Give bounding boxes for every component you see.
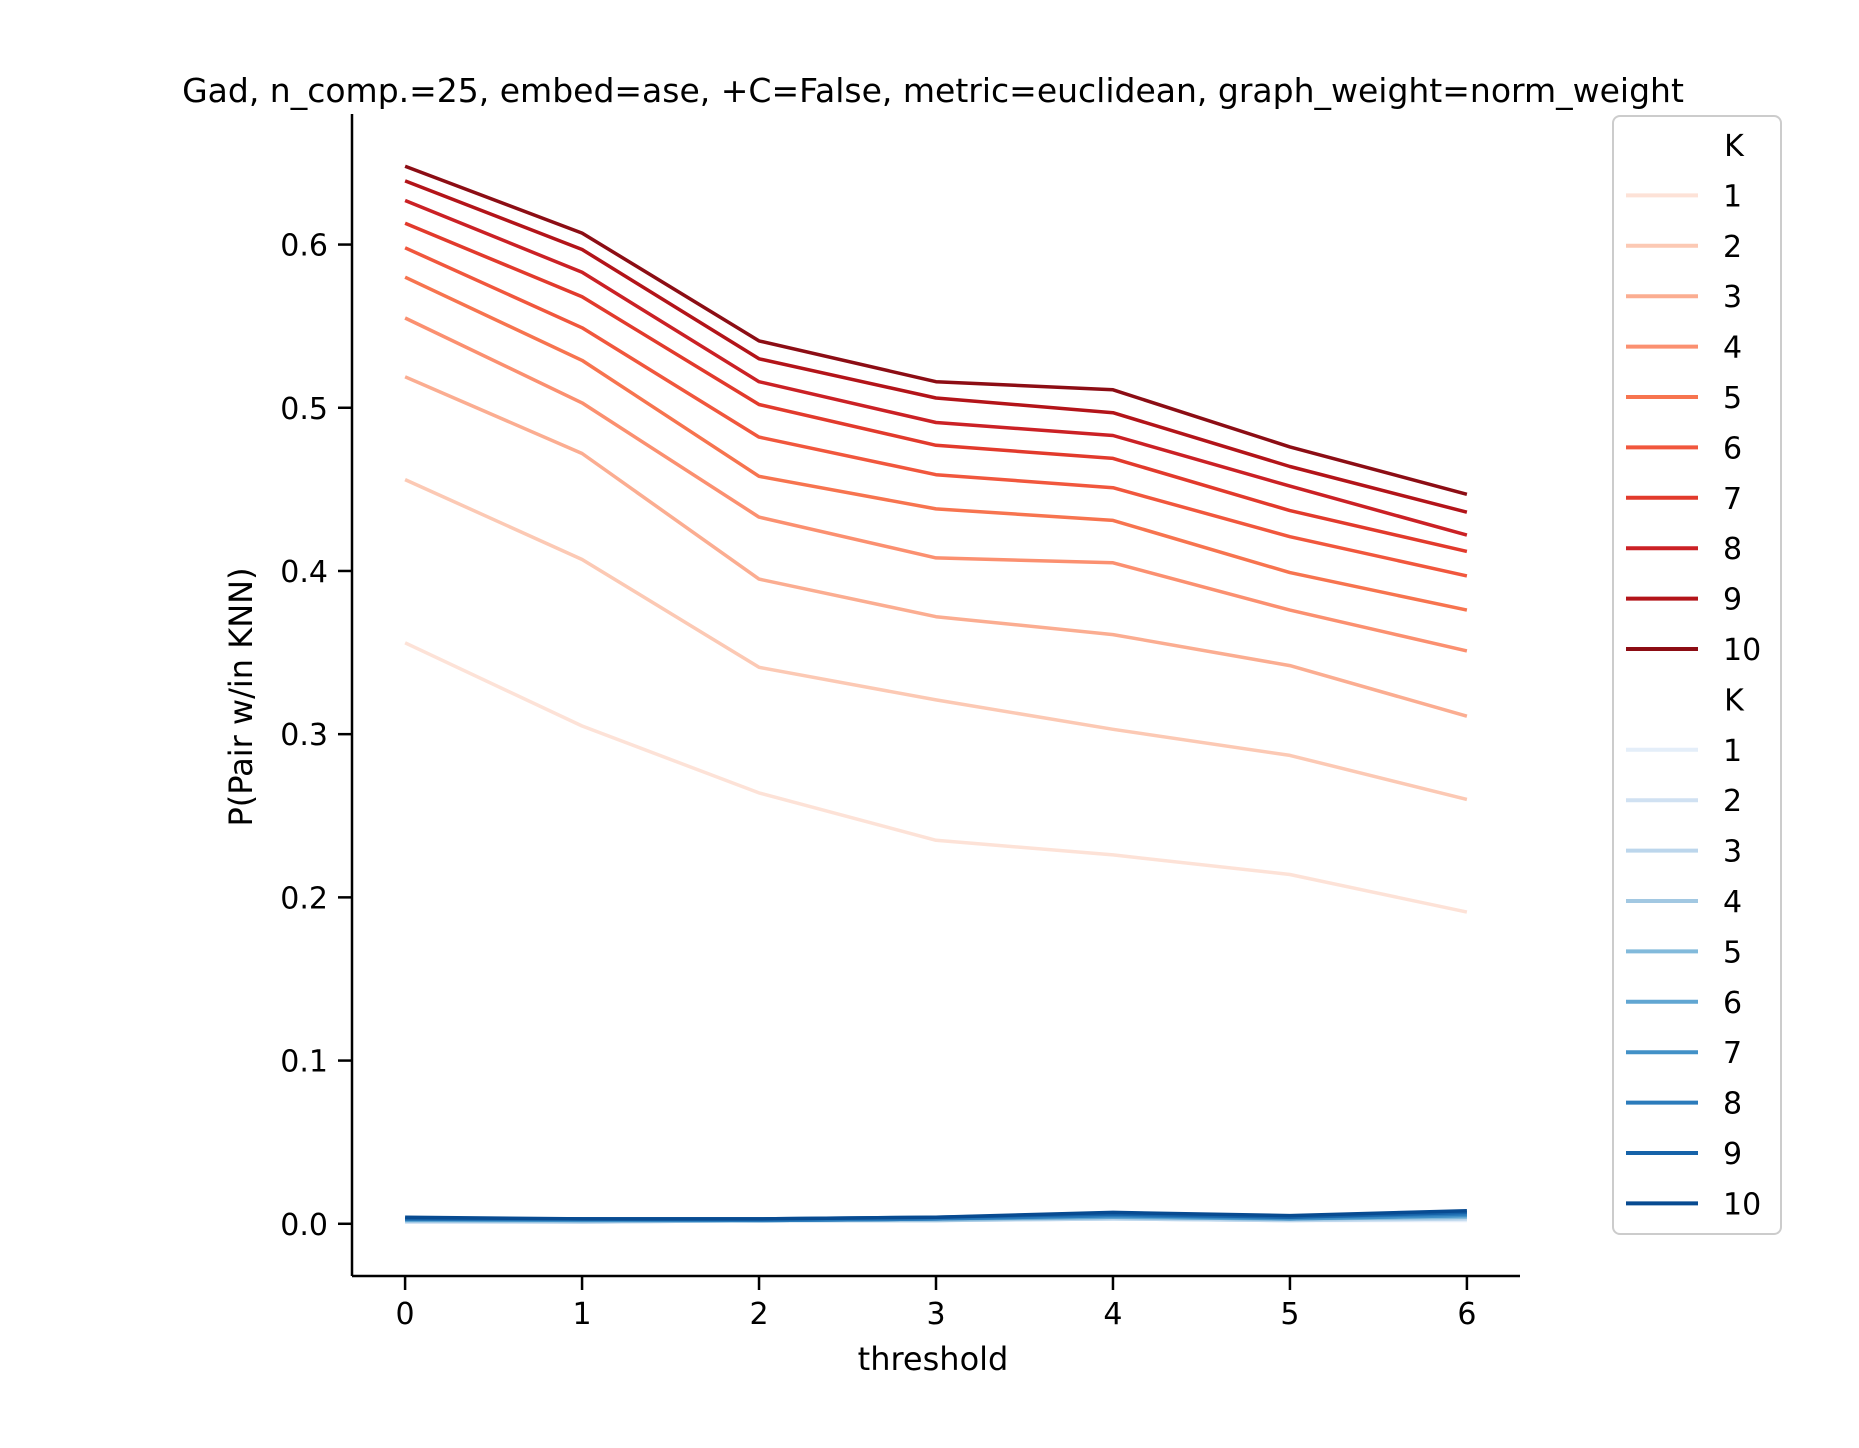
y-tick-label: 0.5 [280, 392, 328, 427]
series-line-red-k10 [404, 164, 1468, 496]
series-line-blue-k10 [405, 1208, 1467, 1221]
legend-label: 6 [1723, 431, 1742, 466]
legend-title: K [1724, 683, 1745, 718]
y-axis-ticks: 0.0 0.1 0.2 0.3 0.4 0.5 0.6 [280, 229, 352, 1243]
y-tick-label: 0.2 [280, 881, 328, 916]
series-line-red-k3 [404, 375, 1468, 718]
x-tick-label: 3 [926, 1297, 945, 1332]
legend-label: 1 [1723, 734, 1742, 769]
legend-box [1612, 115, 1782, 1235]
series-line-red-k4 [404, 316, 1468, 653]
y-tick-label: 0.6 [280, 229, 328, 264]
series-line-red-k7 [404, 221, 1468, 554]
y-axis-label: P(Pair w/in KNN) [222, 567, 260, 826]
legend-label: 9 [1723, 583, 1742, 618]
x-tick-label: 4 [1103, 1297, 1122, 1332]
legend-label: 2 [1723, 230, 1742, 265]
legend-label: 3 [1723, 280, 1742, 315]
legend-label: 4 [1723, 331, 1742, 366]
legend-label: 8 [1723, 532, 1742, 567]
series-line-red-k8 [404, 198, 1468, 537]
legend-label: 4 [1723, 885, 1742, 920]
y-tick-label: 0.1 [280, 1045, 328, 1080]
legend-label: 1 [1723, 179, 1742, 214]
series-line-red-k9 [404, 179, 1468, 514]
series-line-red-k2 [404, 478, 1468, 802]
legend-label: 2 [1723, 784, 1742, 819]
x-axis-label: threshold [858, 1340, 1009, 1378]
x-tick-label: 6 [1457, 1297, 1476, 1332]
legend: K 1 2 3 4 5 6 7 8 9 10 K 1 2 3 4 5 6 7 8 9 10 [1612, 115, 1782, 1235]
legend-label: 7 [1723, 1036, 1742, 1071]
legend-label: 5 [1723, 381, 1742, 416]
legend-label: 3 [1723, 835, 1742, 870]
legend-label: 8 [1723, 1087, 1742, 1122]
x-tick-label: 0 [396, 1297, 415, 1332]
y-tick-label: 0.4 [280, 555, 328, 590]
legend-entries: K 1 2 3 4 5 6 7 8 9 10 K 1 2 3 4 5 6 7 8 9 10 [1626, 129, 1761, 1222]
series-line-red-k1 [404, 641, 1468, 914]
plot-area [404, 164, 1468, 1224]
series-line-red-k6 [404, 246, 1468, 578]
x-axis-ticks: 0 1 2 3 4 5 6 [396, 1276, 1476, 1332]
x-tick-label: 1 [573, 1297, 592, 1332]
y-tick-label: 0.0 [280, 1208, 328, 1243]
legend-title: K [1724, 129, 1745, 164]
legend-label: 10 [1723, 633, 1761, 668]
chart-title: Gad, n_comp.=25, embed=ase, +C=False, me… [182, 71, 1684, 110]
y-tick-label: 0.3 [280, 718, 328, 753]
legend-label: 5 [1723, 935, 1742, 970]
series-line-red-k5 [404, 275, 1468, 612]
legend-label: 10 [1723, 1187, 1761, 1222]
legend-label: 9 [1723, 1137, 1742, 1172]
x-tick-label: 5 [1280, 1297, 1299, 1332]
legend-label: 6 [1723, 986, 1742, 1021]
legend-label: 7 [1723, 482, 1742, 517]
x-tick-label: 2 [749, 1297, 768, 1332]
